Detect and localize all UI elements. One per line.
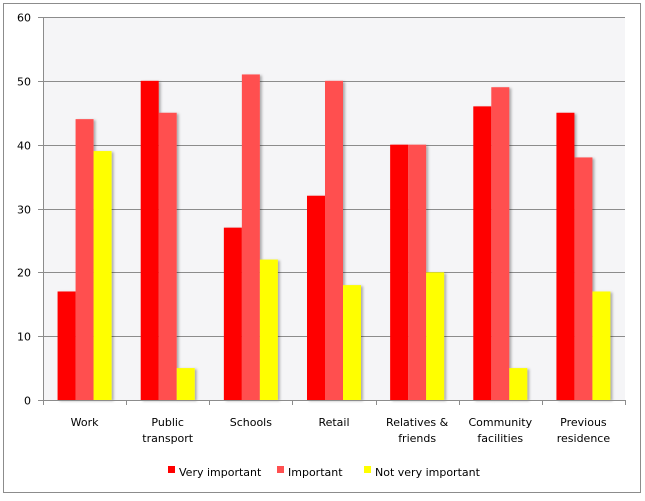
bar-very-important [390, 144, 409, 400]
y-tick-label: 60 [17, 12, 31, 25]
legend-item: Not very important [364, 466, 481, 479]
x-tick-label: facilities [477, 432, 523, 445]
x-tick-label: friends [398, 432, 436, 445]
y-tick-label: 10 [17, 331, 31, 344]
legend-swatch [168, 466, 175, 473]
bar-important [408, 144, 427, 400]
legend-item: Very important [168, 466, 262, 479]
x-tick-label: residence [557, 432, 611, 445]
bar-very-important [556, 112, 575, 400]
bar-not-very-important [93, 151, 112, 400]
bar-not-very-important [509, 368, 528, 400]
bar-very-important [307, 195, 325, 400]
x-tick-label: Relatives & [386, 416, 449, 429]
bar-not-very-important [592, 291, 611, 400]
y-tick-label: 30 [17, 204, 31, 217]
legend-swatch [364, 466, 371, 473]
bar-important [325, 80, 343, 400]
bar-important [75, 119, 94, 400]
x-tick-label: Community [468, 416, 532, 429]
bar-not-very-important [426, 272, 445, 400]
bar-not-very-important [259, 259, 278, 400]
legend-item: Important [277, 466, 343, 479]
bar-very-important [473, 106, 492, 400]
y-tick-label: 20 [17, 267, 31, 280]
bar-important [241, 74, 260, 400]
bar-very-important [223, 227, 242, 400]
x-tick-label: Schools [230, 416, 273, 429]
bar-important [158, 112, 177, 400]
legend-swatch [277, 466, 284, 473]
bar-important [574, 157, 593, 400]
bar-important [491, 87, 510, 400]
x-tick-label: Previous [560, 416, 607, 429]
bar-very-important [140, 80, 159, 400]
x-tick-label: Work [71, 416, 99, 429]
x-tick-label: Public [151, 416, 184, 429]
bar-not-very-important [343, 285, 361, 400]
x-tick-label: Retail [318, 416, 349, 429]
bar-very-important [57, 291, 76, 400]
legend-label: Important [288, 466, 343, 479]
bar-not-very-important [176, 368, 195, 400]
y-tick-label: 0 [24, 395, 31, 408]
y-tick-label: 40 [17, 140, 31, 153]
x-tick-label: transport [142, 432, 194, 445]
legend-label: Not very important [375, 466, 481, 479]
y-tick-label: 50 [17, 76, 31, 89]
legend-label: Very important [179, 466, 262, 479]
